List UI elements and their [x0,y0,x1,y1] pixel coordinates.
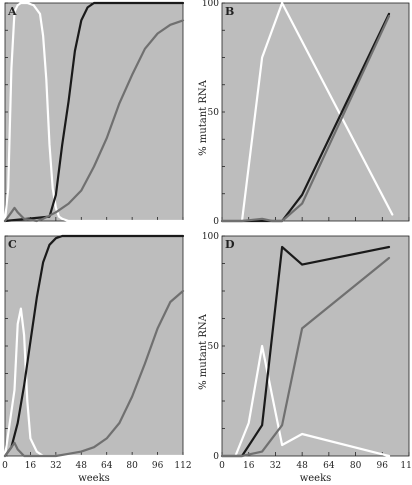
panel-D-x-tick-label: 48 [296,461,308,471]
panel-D-letter: D [225,238,235,251]
panel-D-x-tick-label: 112 [400,461,412,471]
panel-A-series-2-line [3,1,185,223]
panel-C-x-tick-label: 48 [76,461,88,471]
panel-D-y-tick-label: 0 [213,452,219,462]
panel-B-y-tick-label: 50 [208,108,220,118]
panel-D-x-axis-label: weeks [300,473,332,484]
panel-B: B 0 50 100 % mutant RNA [198,0,410,227]
panel-D-plot-area [221,235,410,457]
panel-B-y-tick-label: 0 [213,217,219,227]
panel-C-x-axis-label: weeks [78,473,110,484]
panel-A-series-3-line [3,19,185,223]
panel-B-series-3-line [220,15,391,223]
panel-C-series-3-line [3,289,185,458]
panel-A: A [3,1,185,223]
panel-C-letter: C [8,238,17,251]
panel-C-x-tick-label: 32 [50,461,61,471]
panel-C-x-tick-label: 64 [101,461,113,471]
panel-C-x-tick-label: 96 [152,461,164,471]
panel-C-plot-area [4,235,184,457]
panel-B-y-axis-label: % mutant RNA [198,79,209,156]
panel-D-x-tick-label: 80 [350,461,362,471]
panel-D-y-tick-label: 50 [208,342,220,352]
panel-D-x-tick-label: 32 [270,461,281,471]
panel-D-x-tick-label: 64 [323,461,335,471]
panel-D-series-3-line [220,256,391,458]
panel-D-y-tick-label: 100 [202,232,219,242]
panel-C-x-tick-label: 0 [2,461,8,471]
panel-C-x-tick-label: 80 [126,461,138,471]
panel-B-letter: B [225,5,234,18]
panel-B-y-tick-label: 100 [202,0,219,9]
panel-D-x-tick-label: 0 [219,461,225,471]
panel-D-x-tick-label: 16 [243,461,255,471]
panel-C-series-2-line [3,234,185,458]
panel-D: D 0 16 32 48 64 80 96 112 0 50 100 weeks % mutant RNA [198,232,412,484]
panel-D-y-axis-label: % mutant RNA [198,313,209,390]
panel-C-x-tick-label: 112 [174,461,191,471]
panel-A-letter: A [7,5,17,18]
panel-C: C 0 16 32 48 64 80 96 112 weeks [2,234,192,484]
panel-D-x-tick-label: 96 [377,461,389,471]
panel-A-series-1-line [3,1,185,223]
panel-C-x-tick-label: 16 [25,461,37,471]
